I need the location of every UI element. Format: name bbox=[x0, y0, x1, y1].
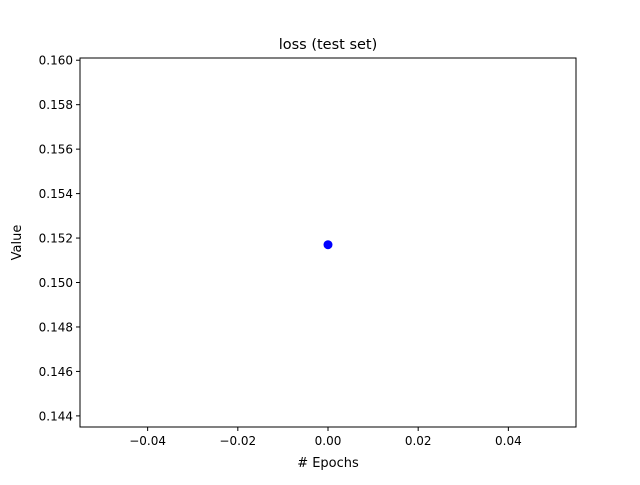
y-tick-label: 0.160 bbox=[39, 54, 73, 68]
y-axis-ticks: 0.144 0.146 0.148 0.150 0.152 0.154 0.156 0.158… bbox=[39, 54, 80, 423]
data-points bbox=[323, 240, 333, 250]
x-axis-ticks: −0.04 −0.02 0.00 0.02 0.04 bbox=[129, 427, 522, 448]
chart-title: loss (test set) bbox=[279, 37, 378, 53]
y-tick-label: 0.158 bbox=[39, 98, 73, 112]
plot-area-frame bbox=[79, 57, 577, 428]
y-tick-label: 0.148 bbox=[39, 320, 73, 334]
y-tick-label: 0.154 bbox=[39, 187, 73, 201]
x-tick-label: 0.04 bbox=[495, 434, 522, 448]
x-tick-label: −0.04 bbox=[129, 434, 166, 448]
x-tick-label: −0.02 bbox=[219, 434, 256, 448]
data-point bbox=[323, 240, 333, 250]
y-tick-label: 0.150 bbox=[39, 276, 73, 290]
x-tick-label: 0.02 bbox=[405, 434, 432, 448]
y-tick-label: 0.156 bbox=[39, 143, 73, 157]
y-tick-label: 0.144 bbox=[39, 409, 73, 423]
x-tick-label: 0.00 bbox=[315, 434, 342, 448]
y-tick-label: 0.152 bbox=[39, 232, 73, 246]
y-tick-label: 0.146 bbox=[39, 365, 73, 379]
x-axis-label: # Epochs bbox=[297, 456, 359, 471]
y-axis-label: Value bbox=[10, 225, 25, 261]
